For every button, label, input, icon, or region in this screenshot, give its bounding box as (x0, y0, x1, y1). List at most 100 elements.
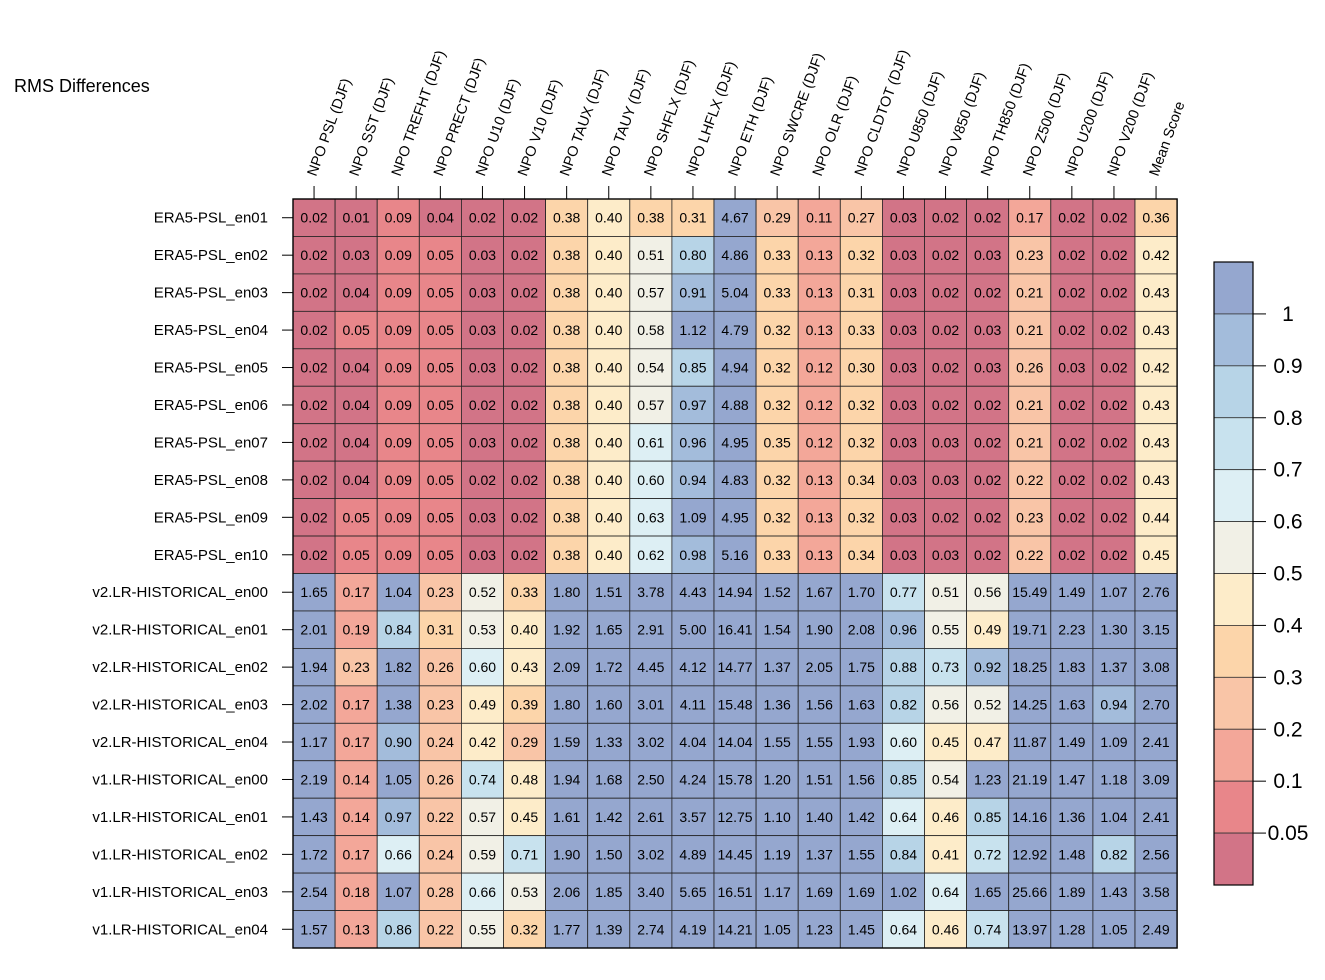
cell-value-label: 0.53 (469, 622, 496, 638)
cell-value-label: 0.85 (974, 809, 1001, 825)
cell-value-label: 0.82 (890, 697, 917, 713)
heatmap-cell (1092, 910, 1136, 949)
cell-value-label: 4.11 (680, 697, 706, 713)
heatmap-cell (334, 498, 378, 537)
heatmap-cell (713, 910, 757, 949)
heatmap-cell (966, 385, 1010, 425)
cell-value-label: 0.03 (890, 285, 917, 301)
cell-value-label: 14.04 (718, 734, 753, 750)
heatmap-cell (460, 835, 504, 874)
cell-value-label: 2.19 (300, 771, 327, 787)
cell-value-label: 0.17 (343, 846, 370, 862)
heatmap-cell (882, 872, 925, 911)
heatmap-cell (966, 760, 1010, 799)
heatmap-cell (671, 835, 715, 874)
heatmap-cell (1134, 573, 1178, 612)
colorbar-label: 0.1 (1273, 770, 1302, 793)
cell-value-label: 0.46 (932, 921, 959, 937)
heatmap-cell (587, 760, 631, 799)
cell-value-label: 0.63 (637, 509, 664, 525)
cell-value-label: 0.02 (974, 210, 1001, 226)
cell-value-label: 0.02 (300, 322, 327, 338)
row-label: ERA5-PSL_en09 (154, 509, 268, 526)
heatmap-cell (1134, 722, 1178, 762)
heatmap-cell (334, 648, 378, 687)
heatmap-cell (629, 498, 673, 537)
heatmap-cell (966, 685, 1010, 724)
heatmap-cell (334, 273, 378, 312)
cell-value-label: 0.17 (1016, 210, 1043, 226)
heatmap-cell (1050, 797, 1094, 837)
cell-value-label: 0.04 (343, 472, 370, 488)
heatmap-cell (1134, 872, 1178, 911)
cell-value-label: 4.45 (637, 659, 664, 675)
cell-value-label: 1.49 (1058, 734, 1085, 750)
heatmap-cell (671, 610, 715, 649)
heatmap-cell (587, 385, 631, 425)
cell-value-label: 0.03 (974, 322, 1001, 338)
cell-value-label: 4.24 (679, 771, 706, 787)
heatmap-cell (418, 722, 462, 762)
cell-value-label: 1.28 (1058, 921, 1085, 937)
cell-value-label: 4.86 (721, 247, 748, 263)
cell-value-label: 0.40 (595, 472, 622, 488)
cell-value-label: 0.03 (932, 547, 959, 563)
heatmap-cell (713, 236, 757, 275)
heatmap-cell (587, 423, 631, 462)
colorbar-segment (1213, 780, 1254, 834)
cell-value-label: 0.09 (385, 397, 412, 413)
heatmap-cell (924, 835, 967, 874)
cell-value-label: 0.94 (679, 472, 706, 488)
cell-value-label: 0.42 (1142, 247, 1169, 263)
heatmap-cell (671, 760, 715, 799)
cell-value-label: 1.36 (1058, 809, 1085, 825)
heatmap-cell (1134, 423, 1178, 462)
heatmap-cell (924, 535, 967, 574)
heatmap-cell (755, 236, 799, 275)
cell-value-label: 0.05 (427, 472, 454, 488)
heatmap-cell (839, 348, 883, 387)
heatmap-cell (882, 685, 925, 724)
heatmap-cell (418, 872, 462, 911)
cell-value-label: 0.43 (1142, 285, 1169, 301)
cell-value-label: 1.75 (848, 659, 875, 675)
heatmap-cell (418, 310, 462, 350)
cell-value-label: 0.02 (1100, 247, 1127, 263)
cell-value-label: 0.59 (469, 846, 496, 862)
cell-value-label: 1.19 (764, 846, 791, 862)
heatmap-cell (503, 236, 546, 275)
cell-value-label: 0.02 (511, 509, 538, 525)
row-label: ERA5-PSL_en02 (154, 247, 268, 264)
heatmap-cell (1134, 797, 1178, 837)
cell-value-label: 0.13 (806, 285, 833, 301)
heatmap-cell (292, 535, 336, 574)
heatmap-cell (882, 498, 925, 537)
heatmap-cell (713, 385, 757, 425)
cell-value-label: 0.13 (806, 322, 833, 338)
heatmap-cell (545, 460, 589, 499)
heatmap-cell (1092, 273, 1136, 312)
row-label: v2.LR-HISTORICAL_en03 (92, 697, 268, 714)
colorbar-label: 0.05 (1268, 822, 1309, 845)
cell-value-label: 0.02 (1100, 397, 1127, 413)
cell-value-label: 0.02 (974, 285, 1001, 301)
cell-value-label: 0.71 (511, 846, 538, 862)
cell-value-label: 0.32 (764, 397, 791, 413)
column-label: NPO ETH (DJF) (726, 74, 777, 178)
cell-value-label: 0.92 (974, 659, 1001, 675)
heatmap-cell (460, 573, 504, 612)
heatmap-cell (629, 610, 673, 649)
cell-value-label: 0.45 (1142, 547, 1169, 563)
colorbar-segment (1213, 261, 1254, 315)
cell-value-label: 1.51 (806, 771, 833, 787)
cell-value-label: 0.03 (890, 547, 917, 563)
cell-value-label: 1.56 (848, 771, 875, 787)
heatmap-cell (629, 760, 673, 799)
heatmap-cell (587, 198, 631, 237)
cell-value-label: 0.44 (1142, 509, 1169, 525)
heatmap-cell (334, 910, 378, 949)
cell-value-label: 15.78 (718, 771, 753, 787)
cell-value-label: 0.38 (553, 247, 580, 263)
cell-value-label: 1.05 (385, 771, 412, 787)
colorbar-segment (1213, 365, 1254, 419)
